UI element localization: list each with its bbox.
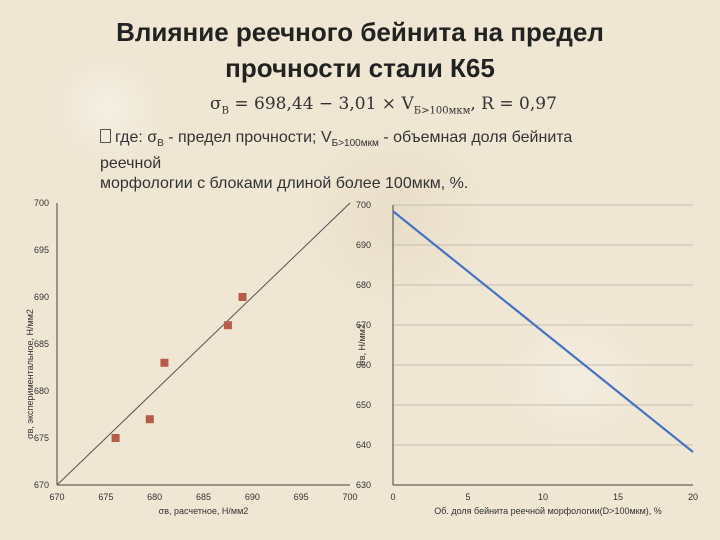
scatter-x-tick-label: 690 [245,492,260,502]
scatter-y-tick-label: 690 [34,292,49,302]
legend-line2: морфологии с блоками длиной более 100мкм… [100,175,469,193]
line-x-tick-label: 10 [538,492,548,502]
legend-sub1: В [157,138,164,150]
regression-formula: σВ = 698,44 − 3,01 × VБ>100мкм, R = 0,97 [210,94,570,116]
scatter-x-tick-label: 670 [49,492,64,502]
scatter-x-tick-label: 695 [294,492,309,502]
scatter-x-axis-label: σв, расчетное, Н/мм2 [159,506,249,516]
legend-line1-end: - объемная доля бейнита реечной [100,129,573,173]
formula-lhs-sub: В [221,105,229,117]
slide-title: Влияние реечного бейнита на предел прочн… [116,17,604,83]
line-y-tick-label: 650 [356,400,371,410]
legend-description: где: σВ - предел прочности; VБ>100мкм - … [100,128,620,194]
line-y-tick-label: 640 [356,440,371,450]
line-chart: 630 640 650 660 670 680 690 700 0 5 10 15 20 Об. доля… [356,200,698,516]
scatter-x-tick-label: 675 [98,492,113,502]
scatter-point [145,415,154,424]
line-x-axis-label: Об. доля бейнита реечной морфологии(D>10… [434,506,662,516]
line-y-axis-label: σв, Н/мм2 [357,324,367,366]
line-y-tick-label: 690 [356,240,371,250]
line-x-tick-label: 5 [465,492,470,502]
scatter-point [238,293,247,301]
scatter-y-tick-label: 680 [34,386,49,396]
scatter-x-tick-label: 700 [342,492,357,502]
scatter-y-tick-label: 700 [34,198,49,208]
line-y-tick-label: 680 [356,280,371,290]
scatter-reference-line [56,202,351,486]
scatter-y-tick-label: 675 [34,433,49,443]
legend-line1-mid: - предел прочности; V [163,129,332,146]
scatter-x-tick-label: 685 [196,492,211,502]
bullet-square-icon [100,129,111,143]
legend-sub2: Б>100мкм [331,138,379,150]
formula-middle-sub: Б>100мкм [413,105,471,117]
line-x-tick-label: 20 [688,492,698,502]
line-y-tick-label: 630 [356,480,371,490]
line-y-tick-label: 660 [356,360,371,370]
scatter-x-tick-label: 680 [147,492,162,502]
formula-lhs: σ [210,94,222,114]
scatter-chart: 670 675 680 685 690 695 700 670 675 680 685 690 695 7… [25,198,358,516]
legend-line1-start: где: σ [115,129,158,146]
scatter-y-tick-label: 685 [34,339,49,349]
line-series [392,210,694,453]
scatter-point [111,434,120,442]
scatter-point [160,358,169,367]
line-x-tick-label: 15 [613,492,623,502]
scatter-y-tick-label: 695 [34,245,49,255]
scatter-point [223,321,232,330]
formula-middle: = 698,44 − 3,01 × V [228,94,414,114]
line-y-tick-label: 670 [356,320,371,330]
scatter-y-axis-label: σв, экспериментальное, Н/мм2 [25,309,35,439]
formula-rhs: , R = 0,97 [470,94,557,114]
line-y-tick-label: 700 [356,200,371,210]
line-x-tick-label: 0 [390,492,395,502]
scatter-y-tick-label: 670 [34,480,49,490]
